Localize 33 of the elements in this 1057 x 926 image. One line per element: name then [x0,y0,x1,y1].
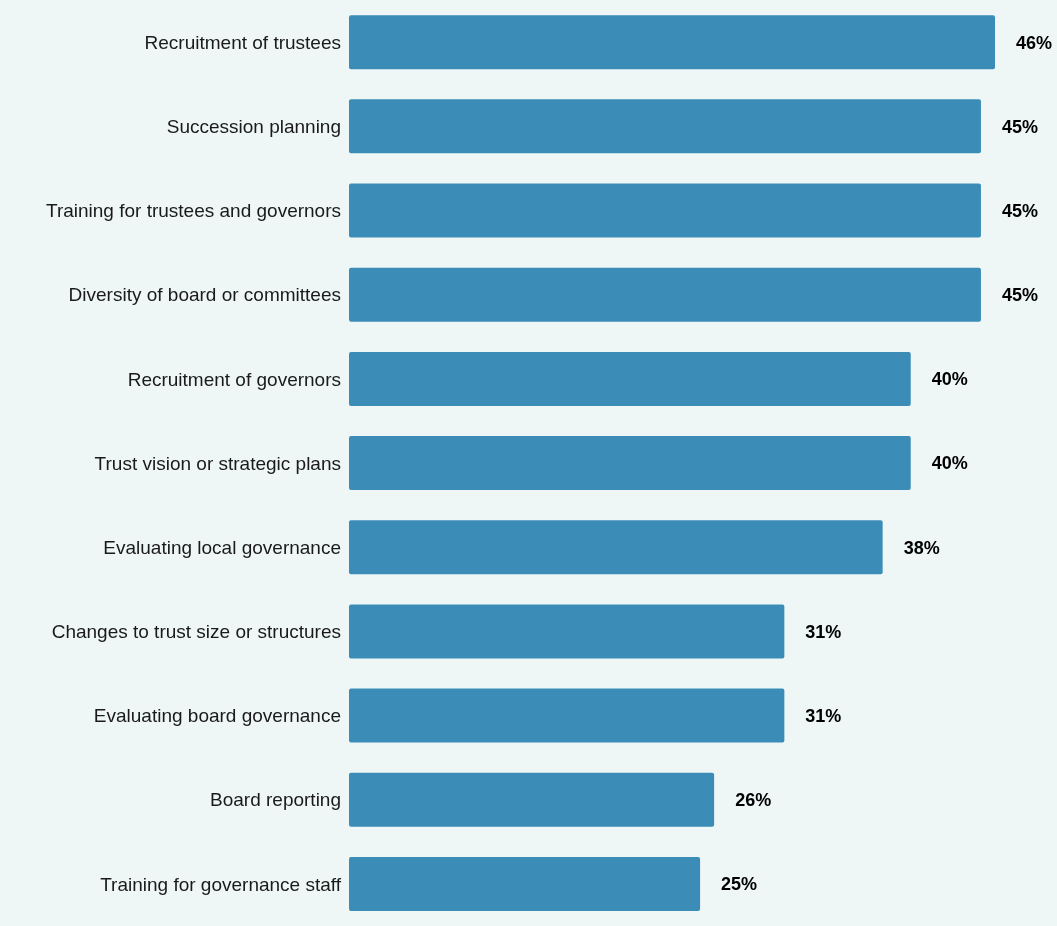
data-label: 31% [805,621,842,642]
y-tick-label: Evaluating local governance [103,536,341,558]
y-tick-label: Recruitment of governors [127,368,341,390]
bar [349,520,883,575]
data-label: 40% [931,369,968,390]
bar [349,856,701,911]
data-label: 45% [1001,116,1038,137]
bar [349,604,785,659]
data-label: 25% [721,874,758,895]
y-tick-label: Recruitment of trustees [144,31,341,53]
y-tick-label: Evaluating board governance [93,705,341,727]
data-label: 46% [1016,32,1053,53]
data-label: 45% [1001,285,1038,306]
y-tick-label: Diversity of board or committees [68,284,341,306]
data-label: 31% [805,706,842,726]
y-tick-label: Training for trustees and governors [45,200,341,222]
bar [349,772,715,827]
data-label: 40% [931,453,968,474]
bar [349,351,911,406]
y-tick-label: Training for governance staff [100,873,342,895]
bar [349,99,981,154]
y-tick-label: Changes to trust size or structures [51,621,341,643]
data-label: 38% [903,537,940,558]
bar [349,688,785,743]
bar [349,183,981,238]
bar [349,15,995,70]
y-tick-label: Board reporting [210,789,341,811]
y-tick-label: Succession planning [166,116,341,138]
bar [349,267,981,322]
bar [349,436,911,491]
data-label: 45% [1001,200,1038,221]
data-label: 26% [735,790,772,811]
y-tick-label: Trust vision or strategic plans [94,452,341,474]
